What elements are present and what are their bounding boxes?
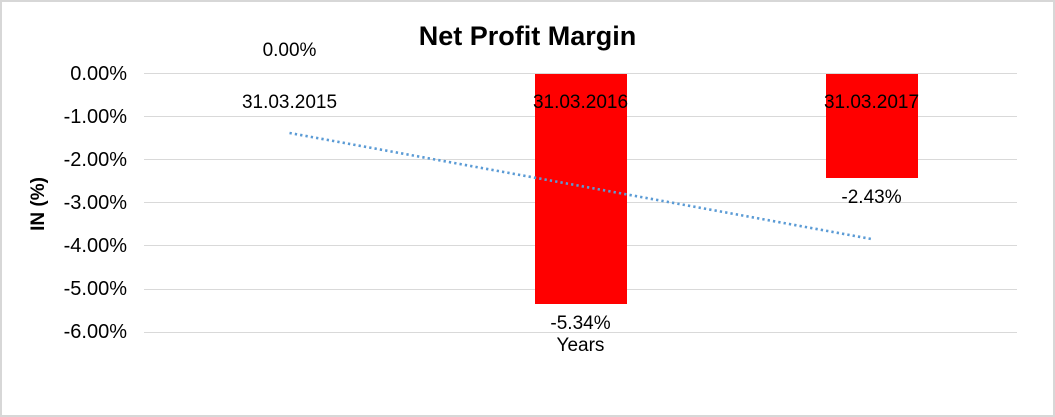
data-label: -2.43%	[841, 187, 902, 209]
y-tick-label: -4.00%	[63, 234, 127, 257]
y-tick-label: 0.00%	[70, 62, 127, 85]
y-tick-label: -6.00%	[63, 321, 127, 344]
chart-title: Net Profit Margin	[418, 21, 637, 51]
data-label: 0.00%	[262, 39, 317, 61]
category-label: 31.03.2016	[532, 91, 629, 113]
category-label: 31.03.2015	[241, 91, 338, 113]
y-tick-label: -1.00%	[63, 105, 127, 128]
y-tick-label: -5.00%	[63, 278, 127, 300]
category-label: 31.03.2017	[823, 91, 920, 113]
y-tick-label: -2.00%	[63, 148, 127, 171]
y-tick-label: -3.00%	[63, 191, 127, 214]
gridline	[144, 331, 1017, 333]
bar	[825, 73, 918, 179]
x-axis-title: Years	[556, 335, 605, 356]
bar	[534, 73, 627, 304]
data-label: -5.34%	[550, 312, 611, 334]
